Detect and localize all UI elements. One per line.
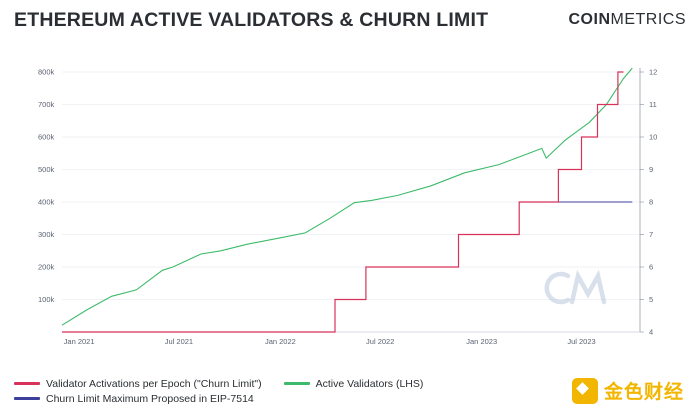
y-right-tick-label: 10 [649,133,657,142]
y-right-tick-label: 9 [649,165,653,174]
y-right-tick-label: 7 [649,230,653,239]
series-group [61,67,633,333]
legend-label-churn: Validator Activations per Epoch ("Churn … [46,377,262,390]
y-right-tick-label: 6 [649,263,653,272]
y-right-tick-label: 8 [649,198,653,207]
jinse-watermark-text: 金色财经 [603,382,684,403]
y-left-tick-label: 400k [38,198,55,207]
cm-watermark-icon [544,269,607,305]
jinse-watermark: 金色财经 [571,377,684,404]
x-tick-label: Jul 2021 [165,337,193,346]
x-tick-label: Jul 2023 [567,337,595,346]
legend-swatch-churn [14,382,40,385]
x-tick-label: Jan 2022 [265,337,296,346]
legend-item-proposed: Churn Limit Maximum Proposed in EIP-7514 [14,393,254,405]
brand-light: METRICS [610,11,686,28]
y-left-tick-label: 300k [38,230,55,239]
legend-item-churn: Validator Activations per Epoch ("Churn … [14,378,262,390]
y-right-tick-label: 5 [649,295,653,304]
y-left-tick-label: 500k [38,165,55,174]
series-active-validators-line [61,67,633,326]
brand-bold: COIN [568,11,611,28]
cm-letter-m [569,269,607,305]
jinse-logo-icon [571,377,598,404]
legend-swatch-validators [283,382,310,385]
y-left-tick-label: 800k [38,68,55,77]
y-right-tick-label: 12 [649,68,657,77]
legend: Validator Activations per Epoch ("Churn … [14,376,445,406]
y-left-tick-label: 700k [38,100,55,109]
x-tick-label: Jan 2023 [466,337,497,346]
chart-title: ETHEREUM ACTIVE VALIDATORS & CHURN LIMIT [14,9,489,31]
y-right-tick-label: 4 [649,328,653,337]
brand-logo: COINMETRICS [569,11,687,29]
legend-item-validators: Active Validators (LHS) [283,377,424,390]
x-tick-label: Jul 2022 [366,337,394,346]
y-left-tick-label: 100k [38,295,55,304]
x-tick-label: Jan 2021 [64,337,95,346]
y-left-tick-label: 600k [38,133,55,142]
legend-label-validators: Active Validators (LHS) [315,377,424,390]
legend-label-proposed: Churn Limit Maximum Proposed in EIP-7514 [46,392,254,405]
cm-letter-c [544,271,571,305]
y-right-tick-label: 11 [649,100,657,109]
cm-mark [544,269,607,305]
y-left-tick-label: 200k [38,263,55,272]
grid-lines [62,71,640,300]
legend-swatch-proposed [14,397,40,400]
series-churn-limit-line [62,71,624,333]
